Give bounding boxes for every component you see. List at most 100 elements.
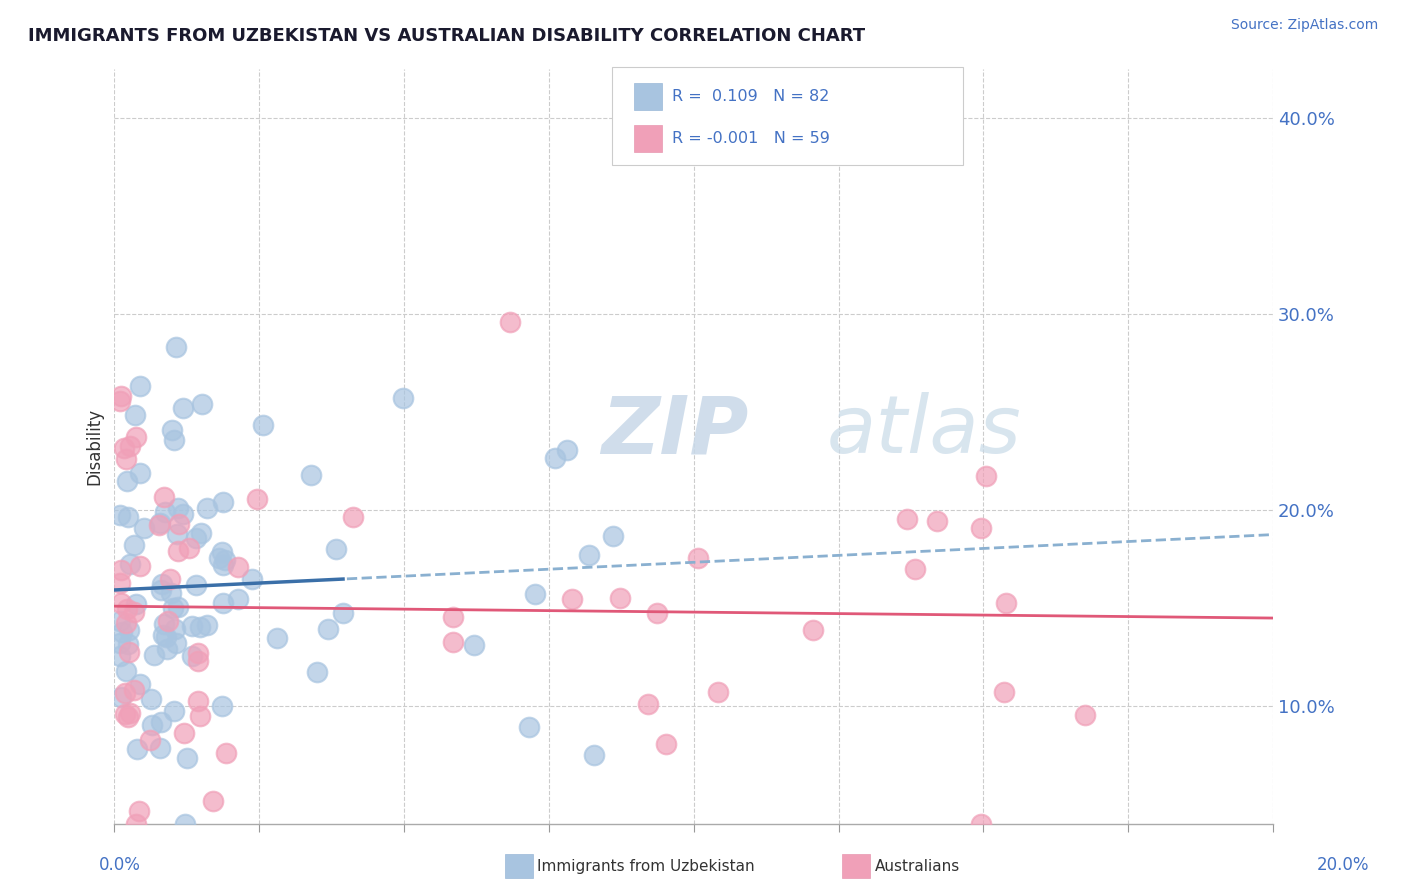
Point [112, 442, 135, 456]
Point [110, 564, 132, 578]
Point [167, 516, 190, 531]
Point [128, 558, 150, 573]
Point [215, 746, 238, 760]
Point [299, 468, 322, 483]
Text: ZIP: ZIP [600, 392, 748, 470]
Point [138, 732, 160, 747]
Point [927, 514, 949, 528]
Point [202, 794, 225, 808]
Point [153, 616, 176, 631]
Point [132, 521, 155, 535]
Text: Australians: Australians [875, 859, 960, 873]
Point [212, 597, 235, 611]
Point [122, 682, 145, 697]
Point [149, 714, 172, 729]
Point [148, 518, 170, 533]
Point [125, 597, 148, 611]
Point [165, 340, 187, 354]
Point [155, 630, 177, 644]
Point [143, 648, 166, 662]
Point [904, 562, 927, 576]
Point [191, 397, 214, 411]
Point [128, 466, 150, 480]
Point [150, 576, 173, 591]
Point [117, 710, 139, 724]
Point [392, 391, 415, 405]
Point [160, 585, 183, 599]
Point [110, 388, 132, 402]
Point [162, 600, 184, 615]
Point [117, 623, 139, 637]
Point [155, 641, 177, 656]
Point [583, 747, 606, 762]
Point [195, 501, 218, 516]
Point [647, 606, 669, 620]
Point [173, 726, 195, 740]
Point [499, 315, 522, 329]
Point [187, 694, 209, 708]
Point [117, 637, 139, 651]
Point [896, 512, 918, 526]
Point [114, 707, 136, 722]
Text: 0.0%: 0.0% [98, 855, 141, 873]
Point [212, 558, 235, 572]
Point [117, 509, 139, 524]
Point [441, 609, 464, 624]
Point [688, 551, 710, 566]
Point [188, 619, 211, 633]
Point [160, 423, 183, 437]
Point [149, 740, 172, 755]
Point [115, 602, 138, 616]
Point [190, 526, 212, 541]
Point [163, 704, 186, 718]
Point [108, 636, 131, 650]
Point [120, 439, 142, 453]
Point [111, 625, 134, 640]
Point [176, 750, 198, 764]
Point [167, 544, 190, 558]
Point [180, 619, 202, 633]
Point [110, 596, 132, 610]
Point [523, 587, 546, 601]
Point [184, 578, 207, 592]
Point [122, 537, 145, 551]
Point [207, 550, 229, 565]
Point [342, 510, 364, 524]
Point [125, 742, 148, 756]
Point [325, 542, 347, 557]
Point [122, 605, 145, 619]
Point [177, 541, 200, 556]
Point [120, 557, 142, 571]
Point [114, 451, 136, 466]
Point [128, 805, 150, 819]
Point [995, 596, 1018, 610]
Point [108, 575, 131, 590]
Point [561, 591, 583, 606]
Point [316, 622, 339, 636]
Point [115, 616, 138, 631]
Point [165, 635, 187, 649]
Text: Immigrants from Uzbekistan: Immigrants from Uzbekistan [537, 859, 755, 873]
Point [124, 430, 146, 444]
Point [125, 817, 148, 831]
Point [970, 521, 993, 535]
Point [172, 401, 194, 415]
Point [214, 553, 236, 567]
Point [307, 665, 329, 680]
Text: atlas: atlas [827, 392, 1022, 470]
Point [557, 442, 579, 457]
Point [108, 649, 131, 664]
Point [240, 572, 263, 586]
Point [114, 664, 136, 678]
Point [197, 618, 219, 632]
Point [166, 526, 188, 541]
Point [252, 418, 274, 433]
Point [118, 706, 141, 720]
Point [153, 505, 176, 519]
Text: Source: ZipAtlas.com: Source: ZipAtlas.com [1230, 18, 1378, 32]
Point [188, 709, 211, 723]
Point [186, 531, 208, 545]
Point [149, 583, 172, 598]
Point [163, 434, 186, 448]
Point [212, 494, 235, 508]
